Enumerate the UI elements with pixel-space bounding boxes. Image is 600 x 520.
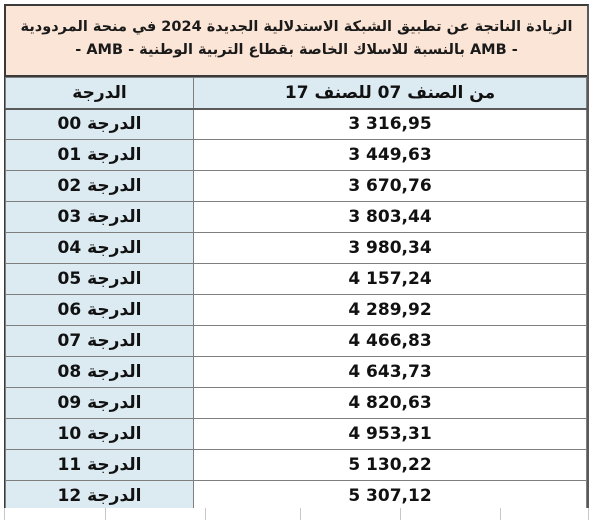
table-row: 3 803,44 الدرجة 03 bbox=[5, 201, 587, 233]
cell-value: 3 803,44 bbox=[193, 201, 587, 233]
cell-grade: الدرجة 06 bbox=[5, 294, 194, 326]
cell-grade: الدرجة 00 bbox=[5, 108, 194, 140]
table-row: 4 289,92 الدرجة 06 bbox=[5, 294, 587, 326]
cell-value: 4 953,31 bbox=[193, 418, 587, 450]
cell-value: 3 449,63 bbox=[193, 139, 587, 171]
cell-grade: الدرجة 01 bbox=[5, 139, 194, 171]
gridline bbox=[4, 508, 5, 520]
table-row: 5 130,22 الدرجة 11 bbox=[5, 449, 587, 481]
table-title-line-2: - AMB بالنسبة للاسلاك الخاصة بقطاع الترب… bbox=[75, 42, 518, 58]
cell-value: 3 316,95 bbox=[193, 108, 587, 140]
column-header-grade: الدرجة bbox=[5, 77, 194, 110]
table-row: 3 449,63 الدرجة 01 bbox=[5, 139, 587, 171]
cell-value: 5 130,22 bbox=[193, 449, 587, 481]
cell-value: 4 643,73 bbox=[193, 356, 587, 388]
table-row: 3 670,76 الدرجة 02 bbox=[5, 170, 587, 202]
table-title-line-1: الزيادة الناتجة عن تطبيق الشبكة الاستدلا… bbox=[20, 19, 573, 36]
table-row: 4 466,83 الدرجة 07 bbox=[5, 325, 587, 357]
grade-amounts-table: من الصنف 07 للصنف 17 الدرجة 3 316,95 الد… bbox=[5, 77, 587, 513]
gridline bbox=[588, 508, 589, 520]
gridline bbox=[205, 508, 206, 520]
cell-grade: الدرجة 09 bbox=[5, 387, 194, 419]
table-row: 3 316,95 الدرجة 00 bbox=[5, 108, 587, 140]
cell-value: 3 980,34 bbox=[193, 232, 587, 264]
gridline bbox=[400, 508, 401, 520]
table-row: 4 953,31 الدرجة 10 bbox=[5, 418, 587, 450]
cell-grade: الدرجة 10 bbox=[5, 418, 194, 450]
cell-value: 4 820,63 bbox=[193, 387, 587, 419]
empty-cells-strip bbox=[0, 508, 600, 520]
table-row: 4 157,24 الدرجة 05 bbox=[5, 263, 587, 295]
gridline bbox=[500, 508, 501, 520]
cell-grade: الدرجة 07 bbox=[5, 325, 194, 357]
table-row: 4 643,73 الدرجة 08 bbox=[5, 356, 587, 388]
table-row: 5 307,12 الدرجة 12 bbox=[5, 480, 587, 513]
table-row: 4 820,63 الدرجة 09 bbox=[5, 387, 587, 419]
cell-grade: الدرجة 05 bbox=[5, 263, 194, 295]
bonus-increase-table-block: الزيادة الناتجة عن تطبيق الشبكة الاستدلا… bbox=[4, 4, 589, 515]
cell-grade: الدرجة 12 bbox=[5, 480, 194, 513]
gridline bbox=[105, 508, 106, 520]
column-header-value: من الصنف 07 للصنف 17 bbox=[193, 77, 587, 110]
cell-grade: الدرجة 02 bbox=[5, 170, 194, 202]
cell-value: 5 307,12 bbox=[193, 480, 587, 513]
cell-grade: الدرجة 03 bbox=[5, 201, 194, 233]
gridline bbox=[300, 508, 301, 520]
cell-grade: الدرجة 11 bbox=[5, 449, 194, 481]
table-title-band: الزيادة الناتجة عن تطبيق الشبكة الاستدلا… bbox=[6, 6, 587, 77]
cell-value: 4 289,92 bbox=[193, 294, 587, 326]
cell-value: 3 670,76 bbox=[193, 170, 587, 202]
cell-grade: الدرجة 08 bbox=[5, 356, 194, 388]
table-header-row: من الصنف 07 للصنف 17 الدرجة bbox=[5, 77, 587, 110]
cell-grade: الدرجة 04 bbox=[5, 232, 194, 264]
table-row: 3 980,34 الدرجة 04 bbox=[5, 232, 587, 264]
cell-value: 4 466,83 bbox=[193, 325, 587, 357]
cell-value: 4 157,24 bbox=[193, 263, 587, 295]
table-body: 3 316,95 الدرجة 00 3 449,63 الدرجة 01 3 … bbox=[5, 108, 587, 513]
